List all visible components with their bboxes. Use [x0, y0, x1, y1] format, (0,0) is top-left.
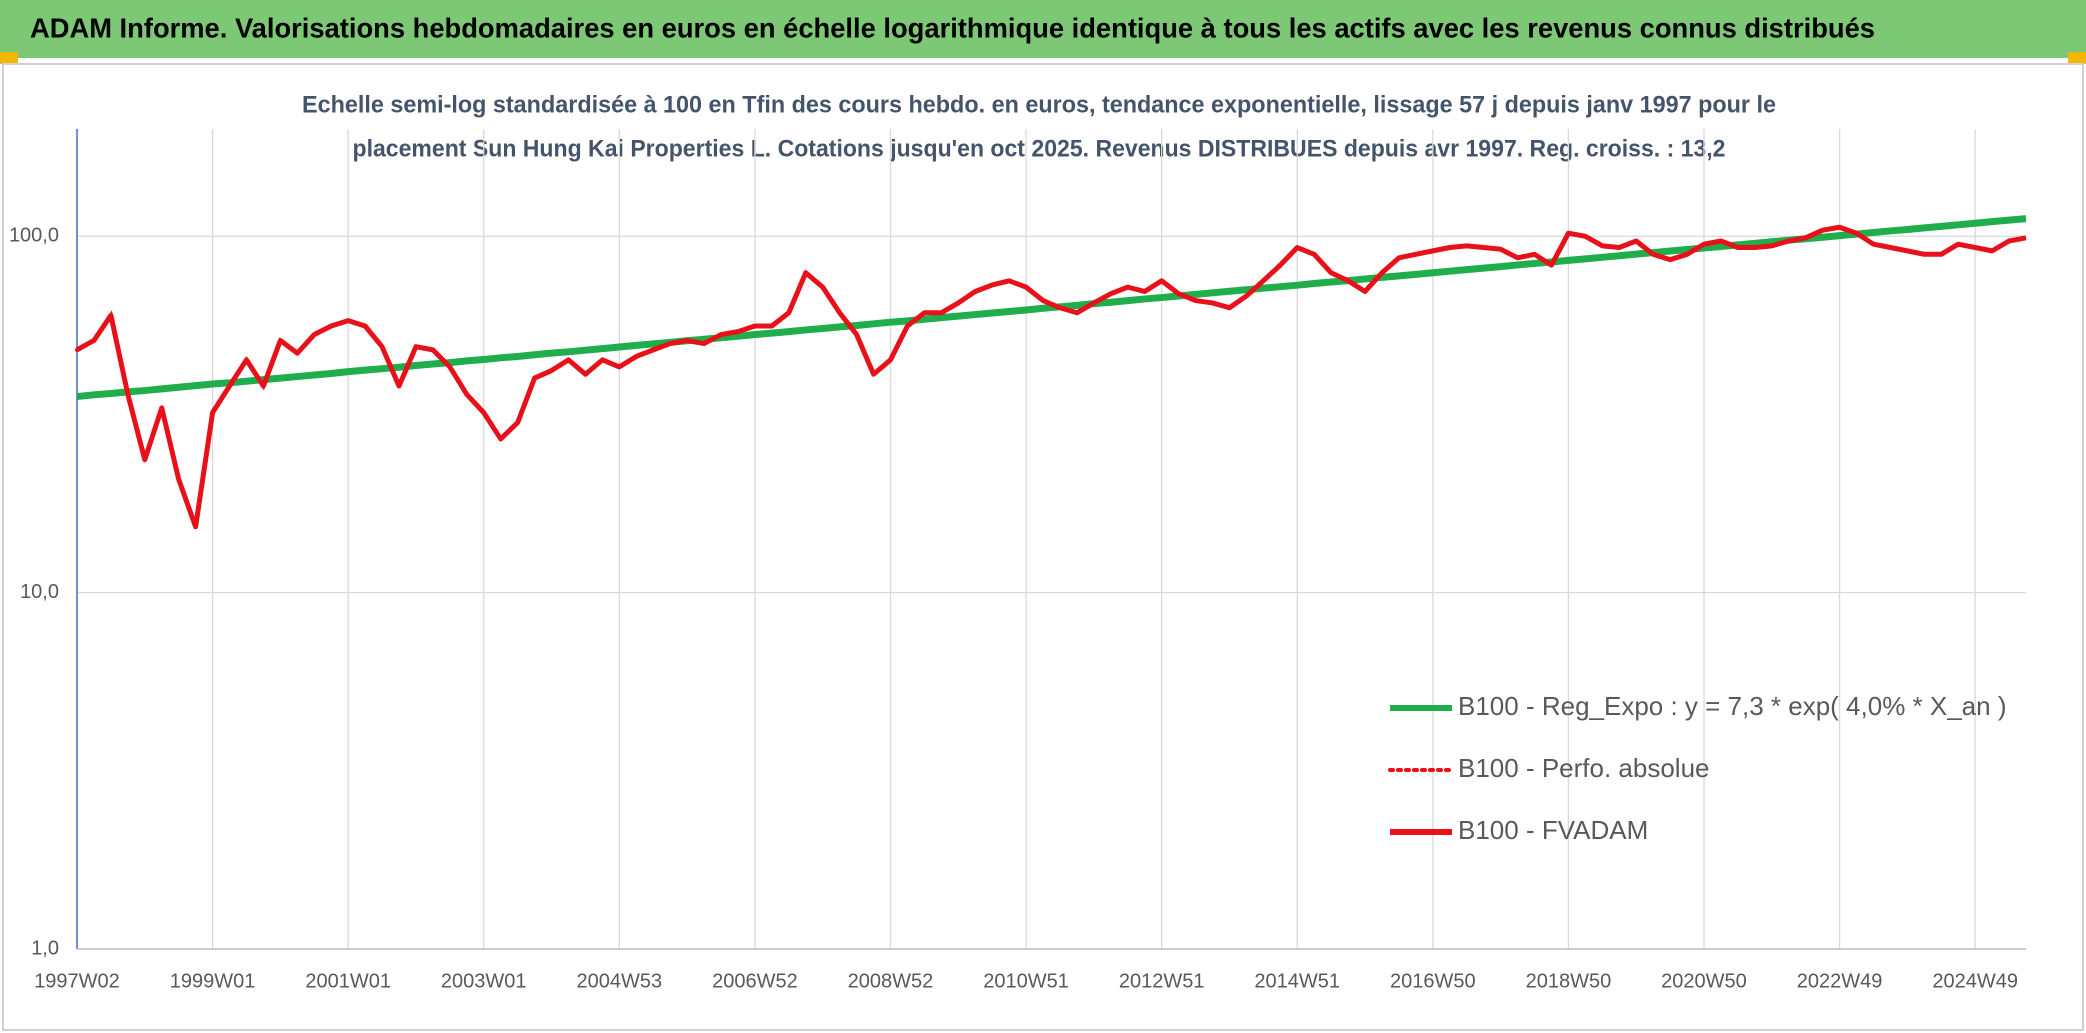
x-tick-label: 1997W02 [34, 970, 120, 992]
y-tick-label: 1,0 [31, 937, 59, 959]
x-tick-label: 2012W51 [1119, 970, 1205, 992]
x-tick-label: 2010W51 [983, 970, 1069, 992]
x-tick-label: 2014W51 [1254, 970, 1340, 992]
chart-subtitle: placement Sun Hung Kai Properties L. Cot… [353, 135, 1726, 162]
x-tick-label: 2004W53 [577, 970, 663, 992]
chart-title: ADAM Informe. Valorisations hebdomadaire… [30, 12, 1875, 43]
x-tick-label: 2003W01 [441, 970, 527, 992]
y-tick-label: 100,0 [9, 225, 59, 247]
legend-label: B100 - Perfo. absolue [1458, 753, 1710, 783]
x-tick-label: 1999W01 [170, 970, 256, 992]
x-tick-label: 2016W50 [1390, 970, 1476, 992]
corner-mark [2068, 52, 2086, 64]
chart-subtitle: Echelle semi-log standardisée à 100 en T… [302, 91, 1776, 118]
y-tick-label: 10,0 [20, 581, 59, 603]
x-tick-label: 2018W50 [1526, 970, 1612, 992]
x-tick-label: 2001W01 [305, 970, 391, 992]
series-line [75, 224, 2027, 530]
legend-label: B100 - Reg_Expo : y = 7,3 * exp( 4,0% * … [1458, 691, 2007, 721]
x-tick-label: 2006W52 [712, 970, 798, 992]
chart-frame [2, 63, 2084, 1031]
title-bar [0, 0, 2086, 58]
legend-label: B100 - FVADAM [1458, 815, 1648, 845]
corner-mark [0, 52, 18, 64]
x-tick-label: 2008W52 [848, 970, 934, 992]
x-tick-label: 2024W49 [1932, 970, 2018, 992]
x-tick-label: 2022W49 [1797, 970, 1883, 992]
x-tick-label: 2020W50 [1661, 970, 1747, 992]
